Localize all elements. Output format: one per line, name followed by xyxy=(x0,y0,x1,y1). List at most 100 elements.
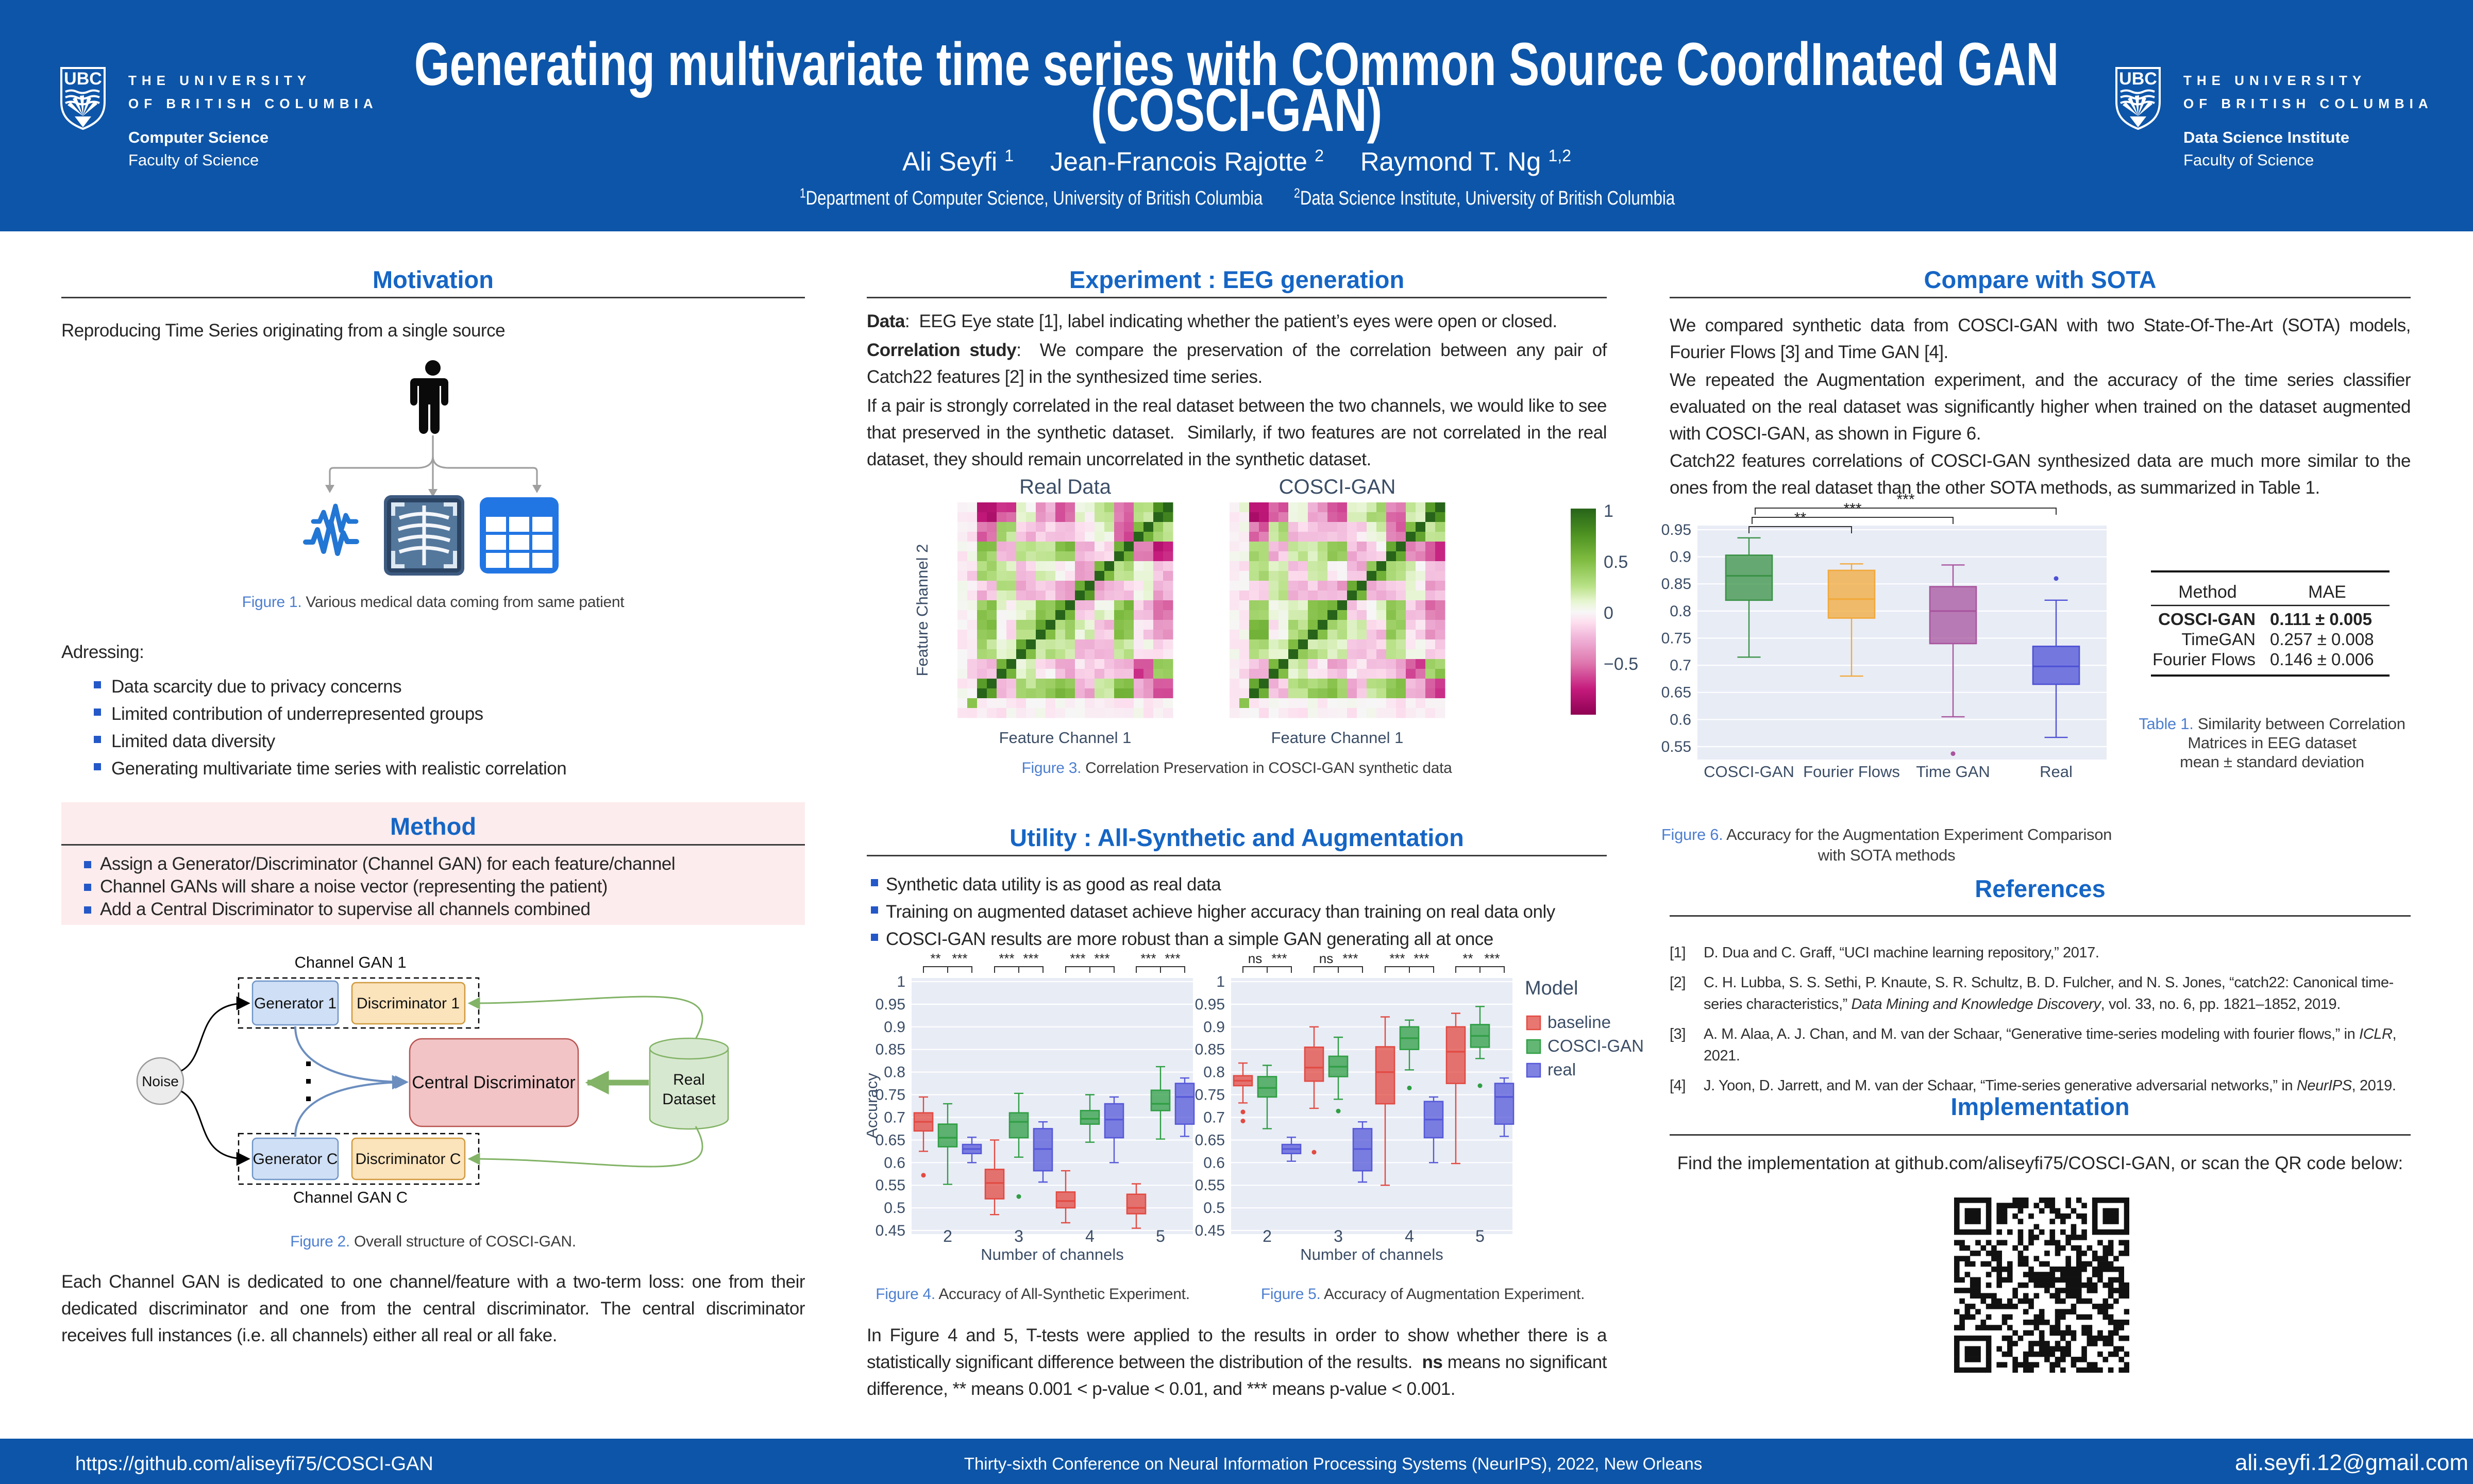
svg-text:0.75: 0.75 xyxy=(1661,630,1691,647)
svg-text:***: *** xyxy=(1070,953,1085,966)
svg-text:COSCI-GAN: COSCI-GAN xyxy=(1704,763,1794,781)
svg-text:***: *** xyxy=(952,953,967,966)
svg-text:0.85: 0.85 xyxy=(1195,1041,1225,1058)
svg-text:Fourier Flows: Fourier Flows xyxy=(1803,763,1900,781)
svg-text:COSCI-GAN: COSCI-GAN xyxy=(1547,1036,1644,1055)
svg-text:Real: Real xyxy=(673,1071,705,1088)
svg-text:0.45: 0.45 xyxy=(876,1222,905,1239)
svg-text:ns: ns xyxy=(1319,953,1333,966)
svg-text:***: *** xyxy=(1414,953,1429,966)
svg-text:1: 1 xyxy=(1216,973,1225,990)
svg-text:Channel GAN C: Channel GAN C xyxy=(293,1188,408,1206)
svg-text:0.8: 0.8 xyxy=(884,1064,905,1081)
svg-text:Feature Channel 1: Feature Channel 1 xyxy=(1271,729,1404,747)
svg-text:0.95: 0.95 xyxy=(1195,996,1225,1013)
svg-text:UBC: UBC xyxy=(64,69,102,89)
svg-text:5: 5 xyxy=(1475,1227,1485,1245)
svg-text:TimeGAN: TimeGAN xyxy=(2181,630,2256,649)
svg-text:3: 3 xyxy=(1334,1227,1343,1245)
svg-text:0.45: 0.45 xyxy=(1195,1222,1225,1239)
svg-text:0.6: 0.6 xyxy=(1670,711,1691,728)
svg-text:Channel GAN 1: Channel GAN 1 xyxy=(294,953,406,971)
svg-text:5: 5 xyxy=(1156,1227,1165,1245)
svg-text:**: ** xyxy=(1462,953,1473,966)
svg-text:0.55: 0.55 xyxy=(876,1177,905,1194)
svg-text:Noise: Noise xyxy=(142,1073,179,1089)
svg-text:0.8: 0.8 xyxy=(1203,1064,1225,1081)
svg-text:0.9: 0.9 xyxy=(884,1019,905,1036)
svg-text:0.85: 0.85 xyxy=(1661,576,1691,593)
svg-text:1: 1 xyxy=(897,973,905,990)
svg-text:0.7: 0.7 xyxy=(1203,1109,1225,1126)
svg-text:Generator C: Generator C xyxy=(253,1151,338,1168)
svg-text:Fourier Flows: Fourier Flows xyxy=(2152,650,2256,669)
svg-text:0.85: 0.85 xyxy=(876,1041,905,1058)
svg-text:0.55: 0.55 xyxy=(1661,738,1691,755)
svg-text:0.7: 0.7 xyxy=(884,1109,905,1126)
svg-text:0: 0 xyxy=(1604,603,1613,623)
svg-text:0.65: 0.65 xyxy=(1661,684,1691,701)
svg-text:Model: Model xyxy=(1525,977,1578,999)
svg-text:0.9: 0.9 xyxy=(1670,549,1691,566)
svg-text:***: *** xyxy=(1023,953,1038,966)
svg-text:***: *** xyxy=(1484,953,1500,966)
svg-text:***: *** xyxy=(1389,953,1405,966)
svg-text:3: 3 xyxy=(1014,1227,1023,1245)
svg-text:0.8: 0.8 xyxy=(1670,603,1691,620)
svg-text:Time GAN: Time GAN xyxy=(1916,763,1990,781)
svg-text:**: ** xyxy=(930,953,940,966)
svg-text:Real: Real xyxy=(2040,763,2073,781)
svg-text:***: *** xyxy=(1140,953,1156,966)
svg-text:0.55: 0.55 xyxy=(1195,1177,1225,1194)
svg-text:−0.5: −0.5 xyxy=(1604,654,1638,674)
svg-text:4: 4 xyxy=(1085,1227,1095,1245)
svg-text:0.95: 0.95 xyxy=(876,996,905,1013)
svg-text:baseline: baseline xyxy=(1547,1013,1611,1032)
svg-text:0.5: 0.5 xyxy=(1604,552,1628,572)
svg-text:0.65: 0.65 xyxy=(1195,1132,1225,1149)
svg-text:***: *** xyxy=(1843,500,1861,517)
svg-text:2: 2 xyxy=(1263,1227,1272,1245)
svg-text:Central Discriminator: Central Discriminator xyxy=(412,1073,575,1092)
svg-text:0.5: 0.5 xyxy=(1203,1200,1225,1217)
svg-text:4: 4 xyxy=(1405,1227,1414,1245)
svg-text:0.5: 0.5 xyxy=(884,1200,905,1217)
svg-text:Number of channels: Number of channels xyxy=(1300,1245,1443,1263)
svg-text:**: ** xyxy=(1794,510,1807,527)
svg-text:Method: Method xyxy=(2178,582,2236,602)
svg-text:0.65: 0.65 xyxy=(876,1132,905,1149)
svg-text:***: *** xyxy=(1896,491,1914,508)
svg-text:MAE: MAE xyxy=(2308,582,2346,602)
svg-text:0.111 ± 0.005: 0.111 ± 0.005 xyxy=(2270,610,2372,629)
svg-text:Feature Channel 2: Feature Channel 2 xyxy=(913,544,931,677)
svg-text:0.146 ± 0.006: 0.146 ± 0.006 xyxy=(2270,650,2374,669)
svg-text:Real Data: Real Data xyxy=(1019,476,1112,498)
svg-text:***: *** xyxy=(999,953,1014,966)
svg-text:real: real xyxy=(1547,1060,1576,1079)
svg-text:0.9: 0.9 xyxy=(1203,1019,1225,1036)
svg-text:***: *** xyxy=(1094,953,1109,966)
svg-text:UBC: UBC xyxy=(2119,69,2157,89)
svg-text:***: *** xyxy=(1165,953,1180,966)
svg-text:Discriminator 1: Discriminator 1 xyxy=(357,995,460,1012)
svg-text:0.257 ± 0.008: 0.257 ± 0.008 xyxy=(2270,630,2374,649)
svg-text:0.6: 0.6 xyxy=(1203,1154,1225,1171)
svg-text:Dataset: Dataset xyxy=(662,1091,716,1108)
svg-text:Number of channels: Number of channels xyxy=(981,1245,1123,1263)
svg-text:0.95: 0.95 xyxy=(1661,521,1691,538)
svg-text:***: *** xyxy=(1271,953,1287,966)
svg-text:2: 2 xyxy=(943,1227,952,1245)
svg-text:0.6: 0.6 xyxy=(884,1154,905,1171)
svg-text:Discriminator C: Discriminator C xyxy=(355,1151,461,1168)
svg-text:0.75: 0.75 xyxy=(1195,1087,1225,1104)
svg-text:ns: ns xyxy=(1248,953,1262,966)
svg-text:COSCI-GAN: COSCI-GAN xyxy=(1279,476,1396,498)
svg-text:Generator 1: Generator 1 xyxy=(254,995,337,1012)
svg-text:0.7: 0.7 xyxy=(1670,657,1691,674)
svg-text:0.75: 0.75 xyxy=(876,1087,905,1104)
svg-text:Feature Channel 1: Feature Channel 1 xyxy=(999,729,1132,747)
svg-text:1: 1 xyxy=(1604,501,1613,521)
svg-text:***: *** xyxy=(1342,953,1358,966)
svg-text:COSCI-GAN: COSCI-GAN xyxy=(2158,610,2256,629)
svg-text:Accuracy: Accuracy xyxy=(867,1073,881,1139)
